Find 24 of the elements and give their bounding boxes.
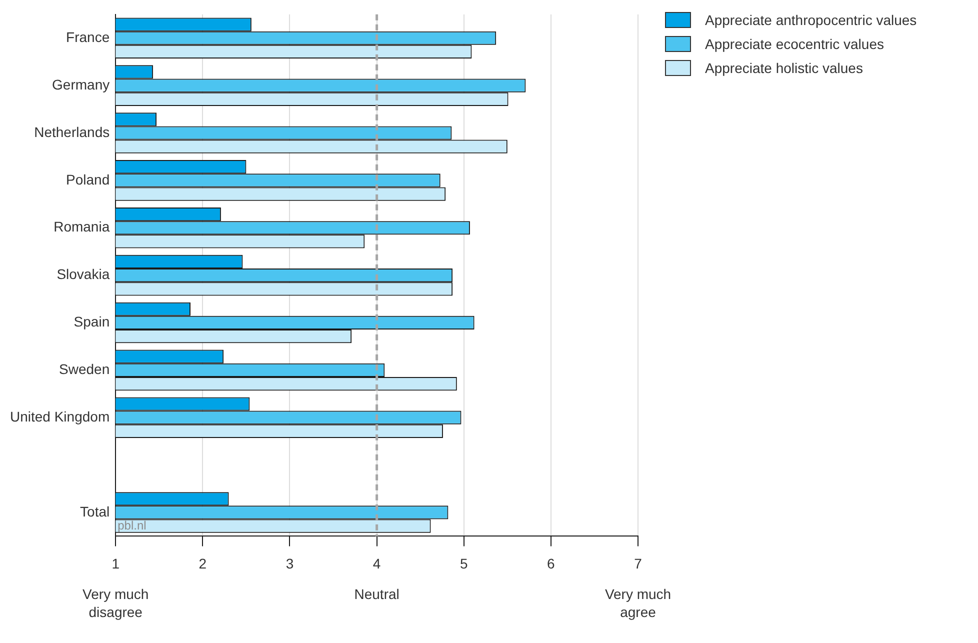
x-tick-label: 4	[372, 555, 381, 572]
x-tick-label: 6	[547, 555, 556, 572]
y-tick-label: Germany	[52, 76, 110, 92]
x-tick-label: 3	[286, 555, 294, 572]
x-tick-label: 2	[198, 555, 207, 572]
x-tick-label: 7	[634, 555, 642, 572]
legend-label: Appreciate anthropocentric values	[705, 12, 917, 28]
legend-label: Appreciate ecocentric values	[705, 36, 884, 52]
y-tick-label: France	[66, 28, 110, 45]
y-tick-label: Spain	[74, 314, 110, 330]
x-tick-label: 1	[112, 555, 120, 572]
y-tick-label: Netherlands	[34, 124, 110, 140]
y-tick-label: United Kingdom	[10, 408, 110, 424]
y-tick-label: Sweden	[59, 361, 110, 378]
annotation: pbl.nl	[118, 518, 146, 533]
y-tick-label: Romania	[54, 218, 110, 235]
text: Very much disagree	[82, 586, 149, 620]
y-tick-label: Poland	[66, 171, 110, 188]
x-tick-label: 5	[460, 555, 468, 572]
text: Neutral	[354, 586, 400, 602]
text: Very much agree	[604, 586, 672, 620]
y-tick-label: Slovakia	[56, 266, 110, 282]
legend-label: Appreciate holistic values	[705, 60, 863, 76]
y-tick-label: Total	[80, 503, 110, 520]
